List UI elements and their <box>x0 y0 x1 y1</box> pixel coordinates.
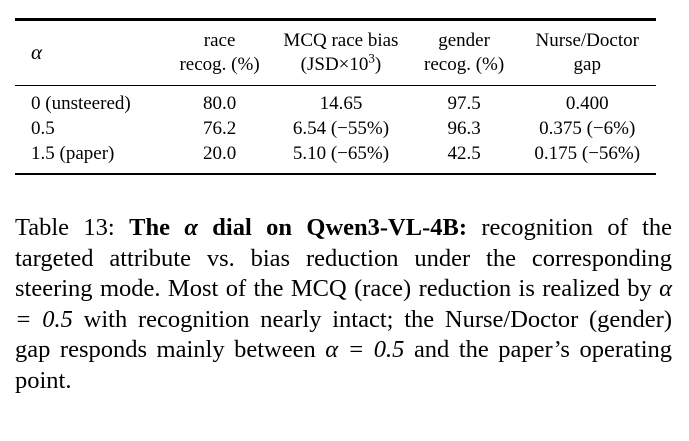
mid-rule <box>15 84 656 86</box>
alpha-dial-table: α race recog. (%) MCQ race bias (JSD×103) … <box>15 21 656 173</box>
header-row: α race recog. (%) MCQ race bias (JSD×103) … <box>15 21 656 85</box>
table-row: 0.5 76.2 6.54 (−55%) 96.3 0.375 (−6%) <box>15 117 656 142</box>
header-gender-recog: gender recog. (%) <box>424 29 505 75</box>
cell-race-recog: 20.0 <box>202 143 237 164</box>
cell-race-recog: 76.2 <box>202 118 237 139</box>
cell-alpha: 0 (unsteered) <box>31 93 131 114</box>
cell-gender-recog: 96.3 <box>447 118 481 139</box>
top-rule <box>15 18 656 21</box>
cell-gender-recog: 97.5 <box>447 93 481 114</box>
table-row: 1.5 (paper) 20.0 5.10 (−65%) 42.5 0.175 … <box>15 142 656 173</box>
cell-mcq-bias: 6.54 (−55%) <box>292 118 390 139</box>
cell-gap: 0.175 (−56%) <box>534 143 641 164</box>
cell-mcq-bias: 5.10 (−65%) <box>292 143 390 164</box>
bottom-rule <box>15 172 656 175</box>
cell-alpha: 1.5 (paper) <box>31 143 115 164</box>
cell-gap: 0.400 <box>565 93 609 114</box>
cell-gender-recog: 42.5 <box>447 143 481 164</box>
cell-race-recog: 80.0 <box>202 93 237 114</box>
caption-text: recognition of the targeted attribute vs… <box>15 214 673 302</box>
caption-math: α = 0.5 <box>325 336 405 363</box>
caption-text: and the paper’s operating point. <box>15 336 673 394</box>
cell-gap: 0.375 (−6%) <box>539 118 636 139</box>
cell-alpha: 0.5 <box>31 118 55 139</box>
caption-math: α = 0.5 <box>15 275 673 333</box>
cell-mcq-bias: 14.65 <box>319 93 363 114</box>
table-row: 0 (unsteered) 80.0 14.65 97.5 0.400 <box>15 86 656 117</box>
caption-bold-title: The α dial on Qwen3-VL-4B: <box>129 214 467 241</box>
table-caption: Table 13: The α dial on Qwen3-VL-4B: rec… <box>15 213 672 396</box>
caption-label: Table 13: <box>15 214 115 241</box>
caption-text: with recognition nearly intact; the Nurs… <box>15 305 672 364</box>
header-nurse-doctor-gap: Nurse/Doctor gap <box>535 29 639 75</box>
header-race-recog: race recog. (%) <box>179 29 260 75</box>
header-alpha: α <box>31 39 43 64</box>
header-mcq-race-bias: MCQ race bias (JSD×103) <box>283 29 399 75</box>
results-table-container: α race recog. (%) MCQ race bias (JSD×103) … <box>15 18 656 175</box>
